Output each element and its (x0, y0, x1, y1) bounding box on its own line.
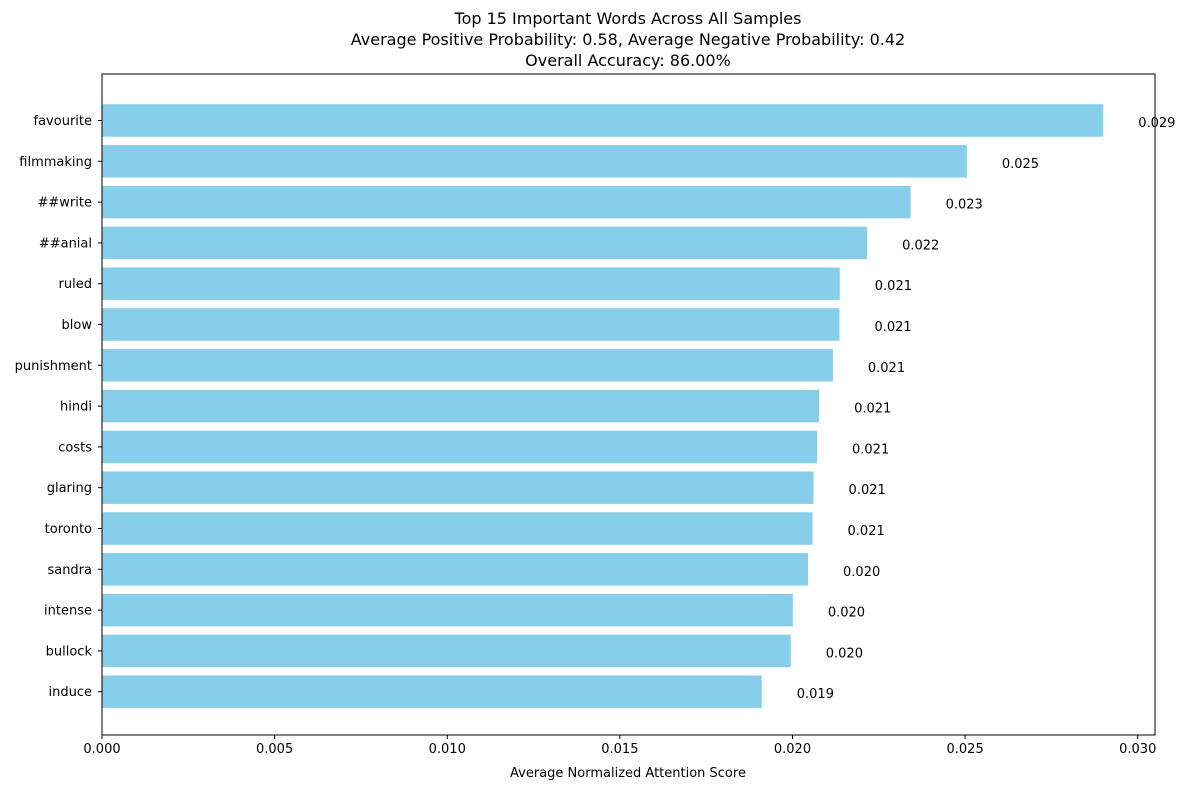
x-tick-label: 0.015 (601, 742, 638, 757)
bar (102, 145, 967, 178)
y-tick-label: ##anial (39, 236, 92, 251)
bar (102, 553, 809, 586)
bar (102, 389, 820, 423)
x-axis-label: Average Normalized Attention Score (510, 766, 746, 781)
bar-value-label: 0.021 (868, 361, 905, 376)
x-tick-label: 0.030 (1119, 742, 1156, 757)
bar-value-label: 0.021 (874, 320, 911, 335)
bars-layer (102, 104, 1104, 708)
y-axis: favourite filmmaking ##write ##anial ruled bl… (15, 114, 102, 700)
y-tick-label: hindi (60, 400, 92, 415)
bar-value-label: 0.021 (852, 442, 889, 457)
y-tick-label: costs (58, 440, 92, 455)
x-tick-label: 0.005 (256, 742, 293, 757)
bar-value-label: 0.020 (826, 646, 863, 661)
y-tick-label: filmmaking (19, 155, 92, 170)
y-tick-label: punishment (15, 359, 92, 374)
x-tick-label: 0.020 (774, 742, 811, 757)
bar (102, 185, 911, 219)
chart-title-line-2: Average Positive Probability: 0.58, Aver… (351, 30, 905, 49)
x-axis: 0.000 0.005 0.010 0.015 0.020 0.025 0.030 (83, 735, 1156, 757)
bar-value-label: 0.021 (854, 402, 891, 417)
y-tick-label: intense (44, 604, 92, 619)
y-tick-label: bullock (46, 644, 93, 659)
y-tick-label: glaring (47, 481, 92, 496)
bar (102, 104, 1104, 137)
bar-value-label: 0.021 (848, 524, 885, 539)
bar (102, 634, 791, 668)
chart-title-line-3: Overall Accuracy: 86.00% (525, 51, 731, 70)
bar (102, 471, 814, 504)
value-labels-layer: 0.029 0.025 0.023 0.022 0.021 0.021 0.021 0.021… (797, 116, 1176, 702)
chart-title-line-1: Top 15 Important Words Across All Sample… (454, 9, 802, 28)
bar-value-label: 0.029 (1138, 116, 1175, 131)
bar (102, 430, 818, 464)
y-tick-label: ##write (38, 196, 92, 211)
y-tick-label: ruled (59, 277, 92, 292)
bar-value-label: 0.023 (946, 198, 983, 213)
y-tick-label: blow (62, 318, 93, 333)
bar-value-label: 0.021 (875, 279, 912, 294)
y-tick-label: sandra (47, 563, 92, 578)
bar (102, 593, 793, 627)
bar-value-label: 0.020 (828, 606, 865, 621)
bar-value-label: 0.025 (1002, 157, 1039, 172)
bar (102, 512, 813, 545)
bar (102, 267, 840, 300)
y-tick-label: favourite (34, 114, 92, 129)
bar (102, 226, 868, 260)
y-tick-label: induce (49, 685, 93, 700)
plot-frame (101, 73, 1156, 736)
x-tick-label: 0.025 (947, 742, 984, 757)
bar (102, 308, 840, 341)
bar (102, 349, 833, 382)
bar-value-label: 0.020 (843, 565, 880, 580)
x-tick-label: 0.010 (429, 742, 466, 757)
bar-value-label: 0.022 (902, 238, 939, 253)
y-tick-label: toronto (45, 522, 92, 537)
bar-value-label: 0.021 (849, 483, 886, 498)
bar-value-label: 0.019 (797, 687, 834, 702)
x-tick-label: 0.000 (83, 742, 120, 757)
bar (102, 675, 762, 708)
